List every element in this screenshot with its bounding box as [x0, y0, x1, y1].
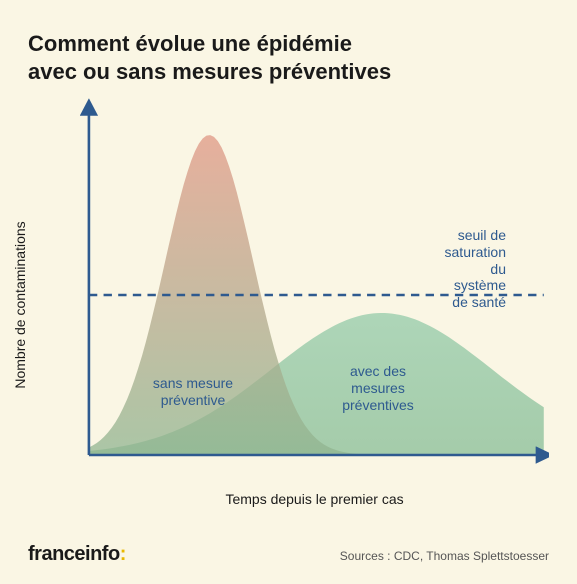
plot-box: seuil de saturation du système de santé … — [68, 95, 549, 475]
logo: franceinfo: — [28, 543, 126, 566]
sources-text: Sources : CDC, Thomas Splettstoesser — [340, 549, 549, 563]
curve2-l1: avec des — [350, 363, 406, 379]
curve2-l2: mesures — [351, 380, 405, 396]
curve-no-measures-label: sans mesure préventive — [153, 375, 233, 409]
curve1-l1: sans mesure — [153, 375, 233, 391]
threshold-label-l2: du système de santé — [452, 261, 506, 311]
threshold-label-l1: seuil de saturation — [445, 227, 506, 260]
curve1-l2: préventive — [161, 392, 226, 408]
page-title: Comment évolue une épidémie avec ou sans… — [28, 30, 549, 85]
curve2-l3: préventives — [342, 397, 414, 413]
logo-text: franceinfo — [28, 543, 120, 565]
curve-with-measures-label: avec des mesures préventives — [342, 363, 414, 413]
title-line1: Comment évolue une épidémie — [28, 31, 352, 56]
logo-colon: : — [120, 543, 126, 565]
title-line2: avec ou sans mesures préventives — [28, 59, 391, 84]
chart-area: Nombre de contaminations Temps depuis le… — [28, 95, 549, 515]
x-axis-label: Temps depuis le premier cas — [225, 491, 403, 507]
infographic-container: Comment évolue une épidémie avec ou sans… — [0, 0, 577, 584]
footer: franceinfo: Sources : CDC, Thomas Splett… — [28, 543, 549, 566]
y-axis-label: Nombre de contaminations — [12, 221, 28, 388]
threshold-label: seuil de saturation du système de santé — [445, 227, 506, 311]
